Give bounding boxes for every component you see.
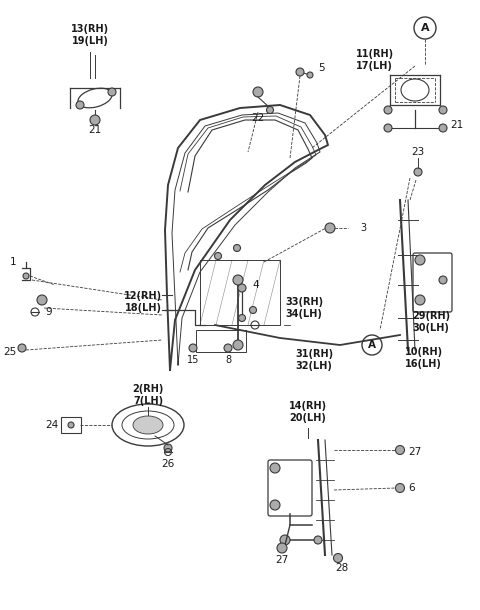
- Circle shape: [325, 223, 335, 233]
- Text: 27: 27: [408, 447, 421, 457]
- Text: 31(RH)
32(LH): 31(RH) 32(LH): [295, 349, 333, 371]
- Text: 1: 1: [10, 257, 16, 267]
- Circle shape: [233, 275, 243, 285]
- Circle shape: [18, 344, 26, 352]
- Circle shape: [270, 463, 280, 473]
- Text: 23: 23: [411, 147, 425, 157]
- Text: 9: 9: [45, 307, 52, 317]
- Circle shape: [439, 276, 447, 284]
- Text: 10(RH)
16(LH): 10(RH) 16(LH): [405, 347, 443, 369]
- Circle shape: [439, 106, 447, 114]
- Circle shape: [239, 315, 245, 321]
- Text: 2(RH)
7(LH): 2(RH) 7(LH): [132, 384, 164, 406]
- Circle shape: [108, 88, 116, 96]
- Circle shape: [253, 87, 263, 97]
- Text: 22: 22: [252, 113, 264, 123]
- Circle shape: [233, 340, 243, 350]
- Circle shape: [266, 107, 274, 113]
- Text: 8: 8: [225, 355, 231, 365]
- Text: 25: 25: [3, 347, 16, 357]
- Circle shape: [250, 306, 256, 314]
- Circle shape: [270, 500, 280, 510]
- Text: 29(RH)
30(LH): 29(RH) 30(LH): [412, 311, 450, 333]
- Text: 6: 6: [408, 483, 415, 493]
- Text: 12(RH)
18(LH): 12(RH) 18(LH): [124, 291, 162, 313]
- Circle shape: [296, 68, 304, 76]
- Text: 15: 15: [187, 355, 199, 365]
- Circle shape: [307, 72, 313, 78]
- Circle shape: [23, 273, 29, 279]
- Circle shape: [384, 124, 392, 132]
- Circle shape: [189, 344, 197, 352]
- Circle shape: [396, 445, 405, 454]
- Circle shape: [233, 245, 240, 251]
- Circle shape: [415, 295, 425, 305]
- Circle shape: [280, 535, 290, 545]
- Circle shape: [164, 444, 172, 452]
- Text: 21: 21: [88, 125, 102, 135]
- Text: 5: 5: [318, 63, 324, 73]
- Circle shape: [384, 106, 392, 114]
- Circle shape: [215, 253, 221, 259]
- Circle shape: [334, 553, 343, 562]
- Circle shape: [90, 115, 100, 125]
- Circle shape: [238, 284, 246, 292]
- Text: 4: 4: [252, 280, 259, 290]
- Text: 13(RH)
19(LH): 13(RH) 19(LH): [71, 24, 109, 46]
- Text: 3: 3: [360, 223, 366, 233]
- Text: 28: 28: [336, 563, 348, 573]
- Circle shape: [37, 295, 47, 305]
- Text: A: A: [420, 23, 429, 33]
- Text: 24: 24: [45, 420, 58, 430]
- Text: 33(RH)
34(LH): 33(RH) 34(LH): [285, 297, 323, 319]
- Text: 27: 27: [276, 555, 288, 565]
- Circle shape: [415, 255, 425, 265]
- Text: 26: 26: [161, 459, 175, 469]
- Text: A: A: [368, 340, 376, 350]
- Ellipse shape: [133, 416, 163, 434]
- Circle shape: [396, 484, 405, 492]
- Text: 11(RH)
17(LH): 11(RH) 17(LH): [356, 49, 394, 71]
- Circle shape: [224, 344, 232, 352]
- Circle shape: [414, 168, 422, 176]
- Circle shape: [314, 536, 322, 544]
- Circle shape: [277, 543, 287, 553]
- Circle shape: [76, 101, 84, 109]
- Text: 21: 21: [450, 120, 463, 130]
- Circle shape: [439, 124, 447, 132]
- Circle shape: [68, 422, 74, 428]
- Text: 14(RH)
20(LH): 14(RH) 20(LH): [289, 401, 327, 423]
